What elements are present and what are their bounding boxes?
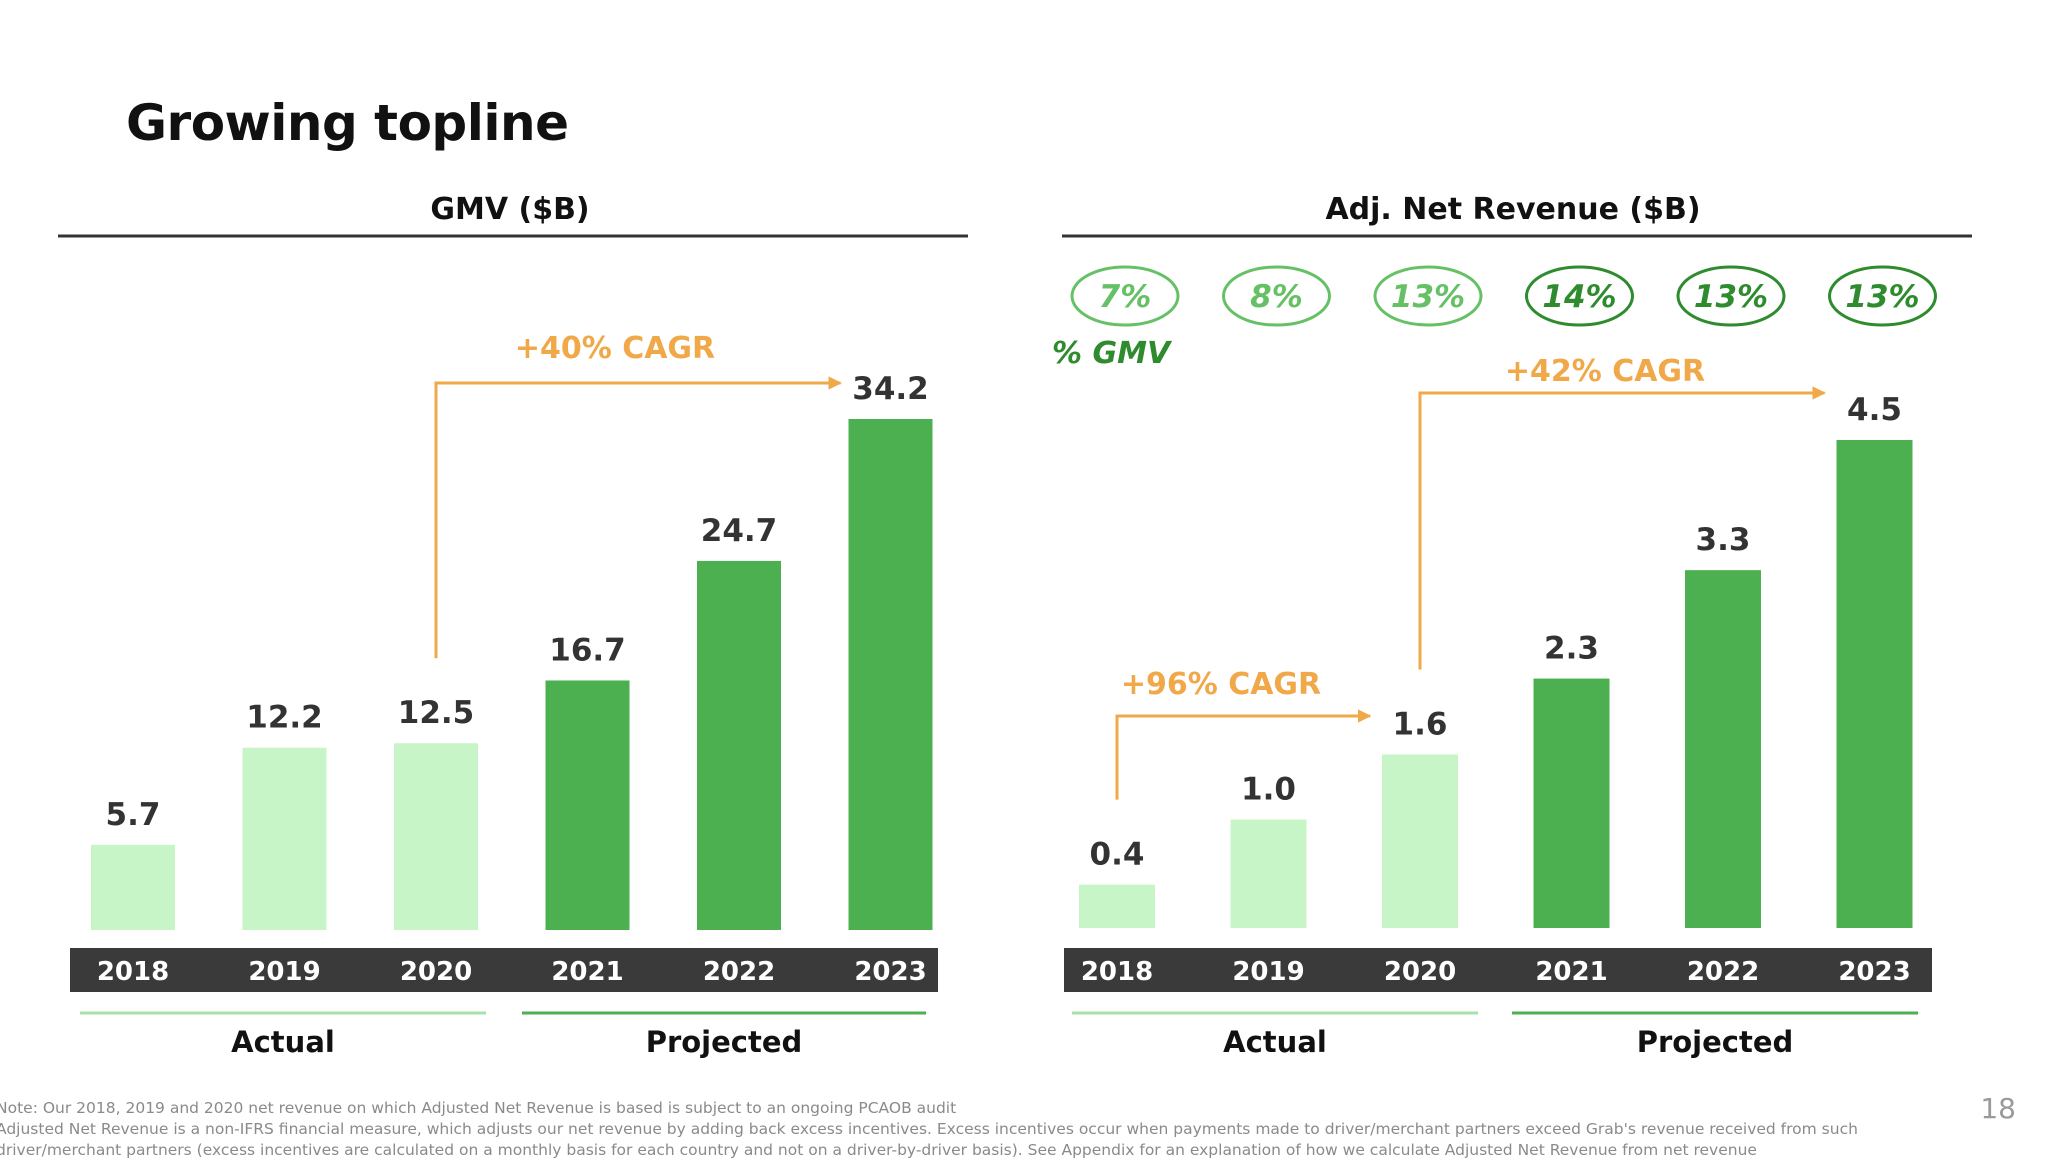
bar-2022	[697, 560, 781, 930]
data-label: 0.4	[1090, 837, 1145, 873]
x-tick-label: 2019	[1232, 957, 1304, 987]
pct-gmv-oval	[1676, 265, 1786, 327]
data-label: 24.7	[701, 513, 778, 549]
footnote-line: Adjusted Net Revenue is a non-IFRS finan…	[0, 1120, 1858, 1138]
pct-gmv-label: % GMV	[1052, 336, 1173, 371]
x-tick-label: 2020	[1384, 957, 1456, 987]
axis-band	[70, 948, 938, 992]
chart-title: GMV ($B)	[430, 192, 589, 227]
data-label: 12.5	[398, 695, 475, 731]
x-tick-label: 2018	[97, 957, 169, 987]
cagr-arrow	[434, 376, 842, 659]
bar-2020	[1382, 754, 1458, 928]
pct-gmv-value: 13%	[1694, 279, 1768, 315]
pct-gmv-oval	[1373, 265, 1483, 327]
x-tick-label: 2021	[1535, 957, 1607, 987]
gmv-chart: GMV ($B) 5.7 12.2 12.5 16.7 24.7 34.2 2018 2019 2…	[58, 192, 968, 1059]
group-label-actual: Actual	[1223, 1025, 1327, 1059]
pct-gmv-oval	[1525, 265, 1634, 327]
adj-net-revenue-chart: Adj. Net Revenue ($B) 0.4 1.0 1.6 2.3 3.3 4.5 2…	[1052, 192, 1972, 1059]
data-label: 2.3	[1544, 631, 1599, 667]
x-tick-label: 2022	[1687, 957, 1759, 987]
bar-2021	[545, 680, 630, 930]
cagr-arrow	[1115, 709, 1372, 800]
bar-2021	[1533, 678, 1610, 928]
bar-2023	[1836, 440, 1913, 928]
data-label: 34.2	[852, 371, 929, 407]
pct-gmv-value: 7%	[1099, 279, 1152, 315]
x-tick-label: 2023	[854, 957, 926, 987]
bar-2019	[1230, 819, 1307, 928]
pct-gmv-value: 13%	[1845, 279, 1919, 315]
bar-2022	[1685, 570, 1761, 928]
chart-title: Adj. Net Revenue ($B)	[1325, 192, 1700, 227]
group-label-actual: Actual	[231, 1025, 335, 1059]
bar-2019	[242, 747, 327, 930]
page-number: 18	[1980, 1092, 2016, 1125]
pct-gmv-oval	[1070, 265, 1180, 327]
data-label: 16.7	[549, 632, 626, 668]
page-title: Growing topline	[126, 94, 569, 152]
cagr-label: +96% CAGR	[1121, 667, 1321, 702]
footnote-line: Note: Our 2018, 2019 and 2020 net revenu…	[0, 1099, 957, 1117]
group-label-projected: Projected	[646, 1025, 803, 1059]
data-label: 3.3	[1696, 522, 1751, 558]
data-label: 5.7	[106, 797, 161, 833]
x-tick-label: 2022	[703, 957, 775, 987]
data-label: 1.6	[1393, 706, 1448, 742]
footnotes: Note: Our 2018, 2019 and 2020 net revenu…	[0, 1098, 1956, 1161]
x-tick-label: 2018	[1081, 957, 1153, 987]
pct-gmv-value: 8%	[1250, 279, 1303, 315]
group-label-projected: Projected	[1637, 1025, 1794, 1059]
cagr-arrow	[1418, 386, 1826, 670]
axis-band	[1064, 948, 1932, 992]
x-tick-label: 2023	[1838, 957, 1910, 987]
footnote-line: driver/merchant partners (excess incenti…	[0, 1141, 1757, 1159]
bar-2023	[848, 419, 933, 930]
pct-gmv-oval	[1828, 265, 1937, 327]
pct-gmv-oval	[1222, 265, 1331, 327]
data-label: 12.2	[246, 700, 323, 736]
pct-gmv-value: 13%	[1391, 279, 1465, 315]
bar-2018	[91, 844, 175, 930]
cagr-label: +42% CAGR	[1505, 354, 1705, 389]
pct-gmv-value: 14%	[1542, 279, 1616, 315]
data-label: 4.5	[1847, 392, 1902, 428]
x-tick-label: 2019	[248, 957, 320, 987]
bar-2018	[1079, 884, 1155, 928]
x-tick-label: 2021	[551, 957, 623, 987]
bar-2020	[394, 743, 478, 930]
data-label: 1.0	[1241, 772, 1296, 808]
cagr-label: +40% CAGR	[515, 331, 715, 366]
x-tick-label: 2020	[400, 957, 472, 987]
